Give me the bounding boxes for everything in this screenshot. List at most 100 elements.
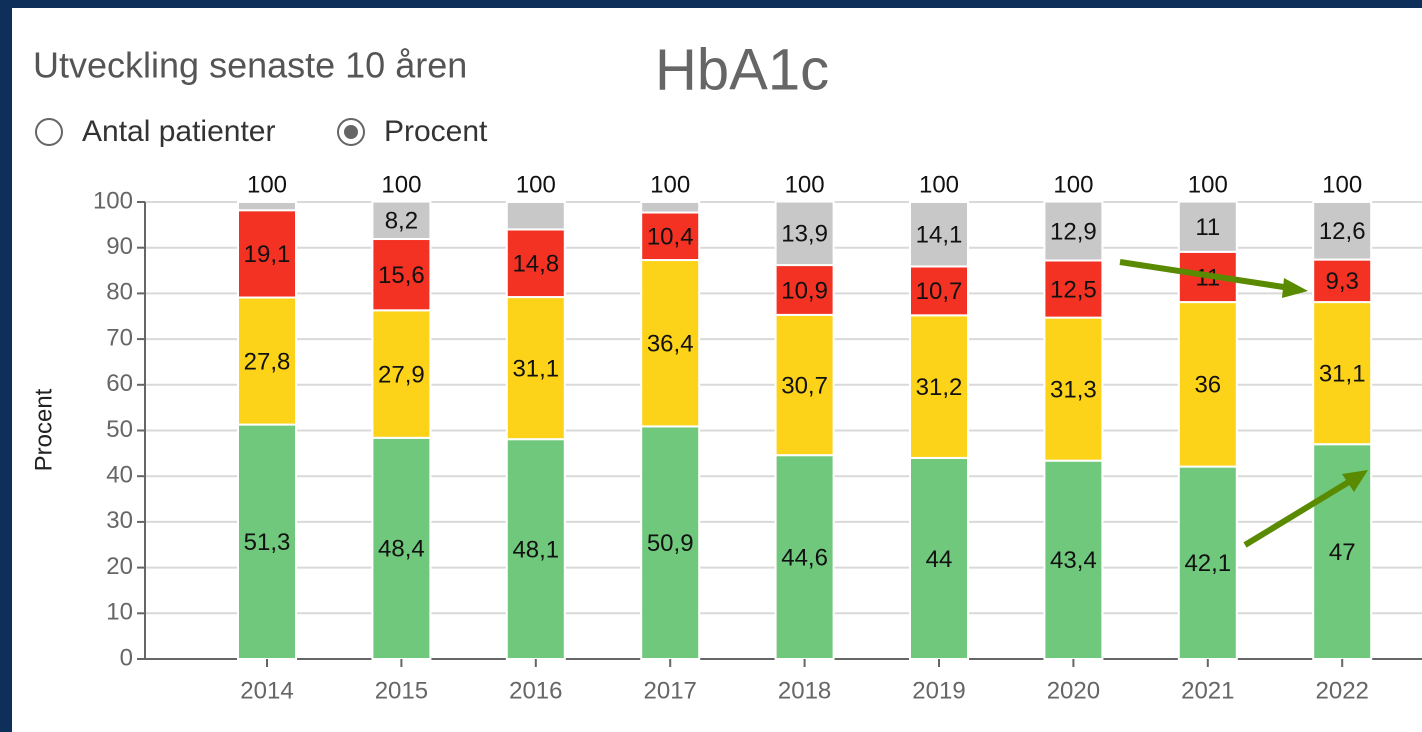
- radio-group: Antal patienter Procent: [35, 115, 488, 148]
- x-tick-label: 2022: [1316, 677, 1369, 704]
- x-tick-label: 2015: [375, 677, 428, 704]
- bar-segment: [237, 423, 297, 660]
- bar-segment: [640, 201, 701, 214]
- data-label: 30,7: [781, 372, 828, 399]
- radio-label: Procent: [384, 115, 488, 148]
- data-label: 47: [1329, 539, 1356, 566]
- data-label: 12,5: [1050, 276, 1097, 303]
- bar-segment: [640, 259, 701, 428]
- data-label: 10,7: [916, 278, 963, 305]
- bar-segment: [774, 264, 835, 316]
- bar-segment: [909, 456, 969, 661]
- x-tick-label: 2021: [1181, 677, 1234, 704]
- y-tick-label: 80: [106, 279, 133, 306]
- data-label: 14,8: [512, 251, 559, 278]
- y-tick-label: 70: [106, 324, 133, 351]
- radio-dot: [344, 125, 358, 139]
- x-tick-label: 2018: [778, 677, 831, 704]
- total-label: 100: [516, 171, 556, 198]
- data-label: 14,1: [916, 222, 963, 249]
- bar-segment: [909, 265, 969, 317]
- panel-heading: Utveckling senaste 10 åren: [33, 45, 467, 86]
- y-tick-label: 100: [93, 187, 133, 214]
- total-label: 100: [1188, 171, 1228, 198]
- data-label: 27,9: [378, 361, 425, 388]
- bar-segment: [1312, 201, 1373, 261]
- bar-segment: [237, 209, 297, 299]
- bar-segment: [1312, 258, 1373, 304]
- bar-segment: [1312, 301, 1373, 446]
- x-tick-label: 2014: [240, 677, 293, 704]
- bar-segment: [774, 313, 835, 457]
- data-label: 31,1: [512, 355, 559, 382]
- data-label: 50,9: [647, 530, 694, 557]
- total-label: 100: [1053, 171, 1093, 198]
- radio-label: Antal patienter: [82, 115, 275, 148]
- data-label: 10,9: [781, 277, 828, 304]
- bar-segment: [237, 296, 297, 426]
- data-label: 36,4: [647, 331, 694, 358]
- y-tick-label: 0: [120, 644, 133, 671]
- data-label: 27,8: [244, 348, 291, 375]
- data-label: 13,9: [781, 221, 828, 248]
- bar-segment: [1043, 259, 1104, 319]
- arrowhead: [1342, 470, 1368, 492]
- radio-button[interactable]: [35, 118, 63, 146]
- data-label: 31,3: [1050, 376, 1097, 403]
- data-label: 8,2: [385, 208, 418, 235]
- bar-segment: [909, 201, 969, 268]
- arrowhead: [1282, 278, 1308, 298]
- data-label: 43,4: [1050, 547, 1097, 574]
- total-label: 100: [381, 171, 421, 198]
- x-tick-label: 2019: [912, 677, 965, 704]
- total-label: 100: [919, 171, 959, 198]
- bar-segment: [505, 296, 566, 441]
- data-label: 42,1: [1184, 550, 1231, 577]
- data-label: 36: [1194, 372, 1221, 399]
- y-tick-label: 10: [106, 599, 133, 626]
- data-label: 9,3: [1326, 268, 1359, 295]
- bar-segment: [640, 425, 701, 660]
- data-label: 44: [926, 546, 953, 573]
- bar-segment: [505, 201, 566, 231]
- bar-segment: [1177, 200, 1238, 253]
- y-tick-label: 20: [106, 553, 133, 580]
- bar-segment: [909, 314, 969, 459]
- data-label: 11: [1195, 214, 1220, 241]
- total-label: 100: [785, 171, 825, 198]
- data-label: 12,6: [1319, 218, 1366, 245]
- plot: 0 10 20 30 40 50 60 70 80 90 100 51,3 27,8 19,1 100 201…: [93, 171, 1422, 704]
- bar-segment: [1043, 200, 1104, 262]
- bar-segment: [371, 200, 432, 241]
- bar-segment: [1177, 301, 1238, 468]
- y-tick-label: 60: [106, 370, 133, 397]
- y-tick-label: 30: [106, 507, 133, 534]
- bar-segment: [1043, 316, 1104, 462]
- arrow: [1243, 477, 1354, 548]
- data-label: 12,9: [1050, 218, 1097, 245]
- bar-segment: [371, 436, 432, 661]
- x-tick-label: 2016: [509, 677, 562, 704]
- x-tick-label: 2020: [1047, 677, 1100, 704]
- data-label: 19,1: [244, 241, 291, 268]
- bar-segment: [371, 309, 432, 439]
- data-label: 10,4: [647, 224, 694, 251]
- data-label: 31,1: [1319, 360, 1366, 387]
- chart-title: HbA1c: [655, 37, 829, 102]
- y-tick-label: 40: [106, 462, 133, 489]
- y-tick-label: 50: [106, 416, 133, 443]
- data-label: 48,4: [378, 536, 425, 563]
- total-label: 100: [1322, 171, 1362, 198]
- data-label: 48,1: [512, 536, 559, 563]
- bar-segment: [640, 211, 701, 262]
- annotation-arrows: [1119, 259, 1368, 548]
- bar-segment: [774, 200, 835, 267]
- y-tick-label: 90: [106, 233, 133, 260]
- data-label: 31,2: [916, 374, 963, 401]
- data-label: 15,6: [378, 262, 425, 289]
- total-label: 100: [650, 171, 690, 198]
- bar-segment: [237, 201, 297, 212]
- arrow: [1119, 259, 1291, 291]
